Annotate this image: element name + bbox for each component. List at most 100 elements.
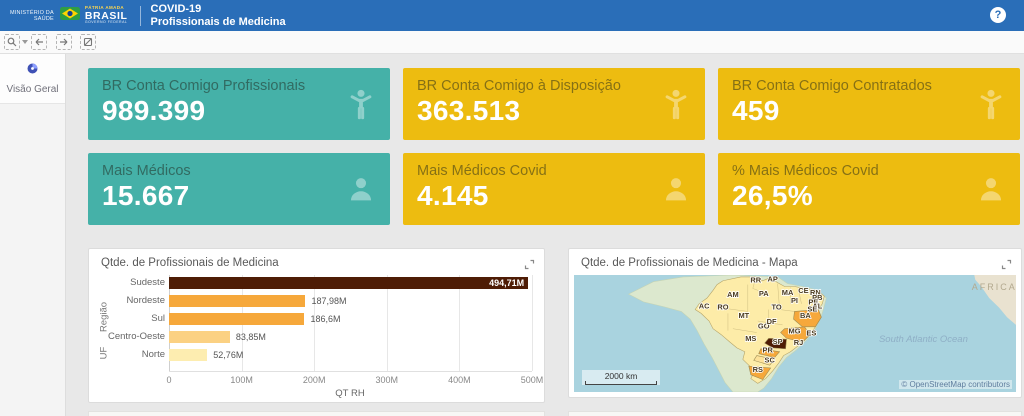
map-title: Qtde. de Profissionais de Medicina - Map… bbox=[581, 257, 798, 269]
ministry-label: MINISTÉRIO DA SAÚDE bbox=[10, 9, 54, 22]
state-PR[interactable] bbox=[758, 348, 781, 358]
kpi-value: 26,5% bbox=[732, 180, 813, 211]
search-menu-caret-icon[interactable] bbox=[22, 40, 28, 44]
kpi-card[interactable]: Mais Médicos 15.667 bbox=[88, 153, 390, 225]
state-label-SC[interactable]: SC bbox=[764, 355, 777, 365]
kpi-card[interactable]: Mais Médicos Covid 4.145 bbox=[403, 153, 705, 225]
gridline bbox=[386, 275, 388, 371]
state-label-SE[interactable]: SE bbox=[807, 304, 819, 314]
state-label-MG[interactable]: MG bbox=[788, 326, 802, 336]
x-tick-label: 0 bbox=[166, 375, 172, 385]
state-label-CE[interactable]: CE bbox=[797, 286, 809, 296]
sidebar-item-visao-geral[interactable]: Visão Geral bbox=[0, 54, 65, 104]
bar-row: 187,98M bbox=[169, 295, 532, 307]
africa-landmass bbox=[974, 275, 1016, 325]
state-BA[interactable] bbox=[793, 309, 822, 328]
state-label-MT[interactable]: MT bbox=[738, 310, 751, 320]
state-label-AM[interactable]: AM bbox=[726, 289, 739, 299]
category-label[interactable]: Centro-Oeste bbox=[107, 331, 165, 342]
state-SC[interactable] bbox=[753, 355, 776, 366]
bar-row: 83,85M bbox=[169, 331, 532, 343]
x-axis-title: QT RH bbox=[335, 388, 365, 399]
app-title: COVID-19 Profissionais de Medicina bbox=[150, 2, 286, 28]
expand-icon[interactable] bbox=[524, 257, 535, 275]
state-label-RS[interactable]: RS bbox=[752, 364, 764, 374]
kpi-title: % Mais Médicos Covid bbox=[732, 163, 879, 179]
bar-value-label: 494,71M bbox=[489, 278, 525, 288]
x-tick-label: 500M bbox=[520, 375, 544, 385]
state-label-AP[interactable]: AP bbox=[767, 275, 779, 284]
kpi-value: 989.399 bbox=[102, 95, 206, 126]
kpi-title: BR Conta Comigo à Disposição bbox=[417, 78, 621, 94]
person-arms-up-icon bbox=[348, 89, 374, 124]
state-label-SP[interactable]: SP bbox=[772, 336, 784, 346]
bar-value-label: 186,6M bbox=[310, 314, 341, 324]
state-label-BA[interactable]: BA bbox=[799, 310, 812, 320]
map-attribution: © OpenStreetMap contributors bbox=[899, 380, 1012, 389]
expand-icon[interactable] bbox=[1001, 257, 1012, 275]
state-label-PE[interactable]: PE bbox=[808, 297, 820, 307]
bar[interactable] bbox=[169, 331, 230, 343]
state-RS[interactable] bbox=[748, 365, 772, 380]
person-arms-up-icon bbox=[663, 89, 689, 124]
state-label-DF[interactable]: DF bbox=[766, 316, 778, 326]
state-label-RJ[interactable]: RJ bbox=[793, 337, 804, 347]
person-arms-up-icon bbox=[978, 89, 1004, 124]
app-header: MINISTÉRIO DA SAÚDE PÁTRIA AMADA BRASIL G… bbox=[0, 0, 1024, 31]
choropleth-map[interactable]: RR AP AM PA MA CE RN PI PB PE AL SE AC RO TO MT BA GO DF MG… bbox=[574, 275, 1016, 392]
state-label-PR[interactable]: PR bbox=[762, 345, 775, 355]
kpi-card[interactable]: BR Conta Comigo Contratados 459 bbox=[718, 68, 1020, 140]
bar-value-label: 187,98M bbox=[311, 296, 347, 306]
state-label-PI[interactable]: PI bbox=[790, 295, 799, 305]
kpi-card[interactable]: BR Conta Comigo Profissionais 989.399 bbox=[88, 68, 390, 140]
bar-chart-title: Qtde. de Profissionais de Medicina bbox=[101, 257, 279, 269]
state-label-MS[interactable]: MS bbox=[744, 334, 757, 344]
category-label[interactable]: Sudeste bbox=[130, 277, 165, 288]
kpi-value: 15.667 bbox=[102, 180, 190, 211]
category-label[interactable]: Norte bbox=[141, 349, 165, 360]
kpi-value: 4.145 bbox=[417, 180, 489, 211]
bar[interactable] bbox=[169, 349, 208, 361]
help-icon[interactable]: ? bbox=[990, 7, 1006, 23]
bar[interactable] bbox=[169, 313, 305, 325]
category-label[interactable]: Sul bbox=[151, 313, 165, 324]
state-label-RN[interactable]: RN bbox=[809, 287, 821, 297]
state-label-PB[interactable]: PB bbox=[811, 292, 823, 302]
clear-selections-icon[interactable] bbox=[80, 34, 96, 50]
x-tick-label: 200M bbox=[302, 375, 326, 385]
person-icon bbox=[978, 176, 1004, 207]
peek-panel-left bbox=[88, 411, 545, 416]
bar[interactable] bbox=[169, 295, 306, 307]
gridline bbox=[459, 275, 461, 371]
state-MG[interactable] bbox=[780, 326, 811, 343]
category-label[interactable]: Nordeste bbox=[126, 295, 165, 306]
bar-value-label: 52,76M bbox=[213, 350, 244, 360]
selections-forward-icon[interactable] bbox=[56, 34, 72, 50]
peek-panel-right bbox=[568, 411, 1022, 416]
sidebar-item-label: Visão Geral bbox=[6, 84, 59, 95]
smart-search-icon[interactable] bbox=[4, 34, 20, 50]
selections-back-icon[interactable] bbox=[31, 34, 47, 50]
header-divider bbox=[139, 5, 141, 26]
selections-toolbar bbox=[0, 31, 1024, 54]
state-label-MA[interactable]: MA bbox=[781, 287, 795, 297]
state-label-ES[interactable]: ES bbox=[806, 328, 818, 338]
state-label-AC[interactable]: AC bbox=[698, 301, 711, 311]
state-SP[interactable] bbox=[764, 337, 787, 350]
x-tick-label: 300M bbox=[375, 375, 399, 385]
kpi-title: Mais Médicos Covid bbox=[417, 163, 547, 179]
state-borders bbox=[718, 277, 802, 333]
bar[interactable]: 494,71M bbox=[169, 277, 529, 289]
state-label-PA[interactable]: PA bbox=[758, 288, 770, 298]
bar-value-label: 83,85M bbox=[235, 332, 266, 342]
state-label-TO[interactable]: TO bbox=[771, 302, 783, 312]
state-label-GO[interactable]: GO bbox=[757, 321, 770, 331]
kpi-card[interactable]: % Mais Médicos Covid 26,5% bbox=[718, 153, 1020, 225]
state-label-AL[interactable]: AL bbox=[812, 301, 824, 311]
gridline bbox=[314, 275, 316, 371]
kpi-card[interactable]: BR Conta Comigo à Disposição 363.513 bbox=[403, 68, 705, 140]
state-label-RR[interactable]: RR bbox=[750, 275, 763, 285]
state-label-RO[interactable]: RO bbox=[717, 302, 730, 312]
